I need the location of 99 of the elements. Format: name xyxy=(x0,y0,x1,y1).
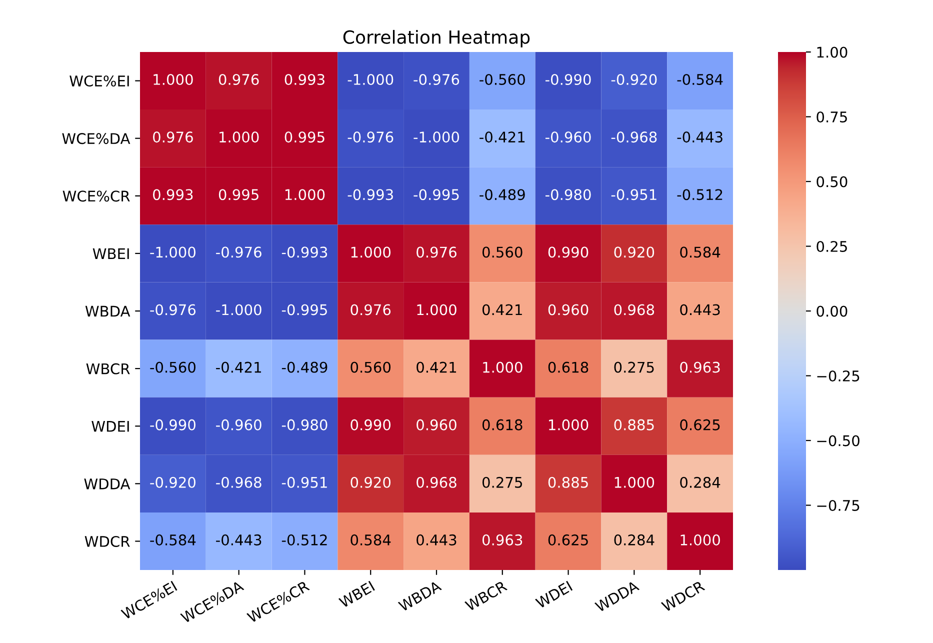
data-label: -1.000 xyxy=(216,304,262,316)
data-label: 0.421 xyxy=(416,362,456,373)
data-label: 0.995 xyxy=(284,132,324,143)
data-label: -0.951 xyxy=(611,189,656,200)
y-tick-label: WDEI xyxy=(92,421,129,432)
data-label: -0.489 xyxy=(282,362,328,373)
data-label: -1.000 xyxy=(348,74,394,86)
data-label: -1.000 xyxy=(414,132,460,143)
data-label: 0.920 xyxy=(614,246,654,258)
data-label: 0.618 xyxy=(548,362,588,373)
data-label: 0.920 xyxy=(350,476,391,488)
chart-title: Correlation Heatmap xyxy=(343,30,530,48)
data-label: -0.995 xyxy=(414,189,459,200)
data-label: 1.000 xyxy=(351,246,391,258)
data-label: 0.560 xyxy=(482,246,522,258)
data-label: 0.993 xyxy=(153,189,193,200)
data-label: -0.976 xyxy=(150,304,196,316)
data-label: 0.963 xyxy=(680,362,720,373)
y-tick-label: WBCR xyxy=(86,363,130,374)
data-label: 0.960 xyxy=(416,419,456,430)
data-label: 0.968 xyxy=(416,476,456,488)
data-label: 0.976 xyxy=(218,74,259,86)
data-label: -0.920 xyxy=(611,74,657,86)
data-label: -0.990 xyxy=(150,419,196,430)
data-label: 1.000 xyxy=(417,304,456,316)
y-tick-label: WCE%CR xyxy=(62,190,130,202)
data-label: -0.951 xyxy=(282,476,327,488)
data-label: -1.000 xyxy=(150,246,196,258)
data-label: 0.995 xyxy=(218,189,258,200)
data-label: -0.995 xyxy=(282,304,327,316)
data-label: 1.000 xyxy=(154,74,193,86)
data-label: 0.625 xyxy=(548,534,588,546)
color-bar-label: −0.25 xyxy=(817,370,860,382)
data-label: 0.976 xyxy=(416,246,456,258)
data-label: -0.443 xyxy=(216,534,262,546)
data-label: 0.421 xyxy=(482,304,522,316)
data-label: 1.000 xyxy=(483,362,522,373)
data-label: 0.976 xyxy=(153,132,193,143)
data-label: -0.512 xyxy=(282,534,327,546)
data-label: -0.584 xyxy=(150,534,196,546)
data-label: -0.980 xyxy=(282,419,328,430)
y-tick-label: WCE%DA xyxy=(62,133,130,144)
data-label: -0.560 xyxy=(480,74,525,86)
data-label: -0.421 xyxy=(216,362,261,373)
data-label: -0.980 xyxy=(545,189,591,200)
data-label: -0.960 xyxy=(545,132,591,143)
y-tick-label: WDDA xyxy=(84,478,130,490)
color-bar-label: 0.25 xyxy=(816,240,847,252)
data-label: 0.990 xyxy=(350,419,391,430)
data-label: 0.885 xyxy=(614,419,654,430)
data-label: 0.443 xyxy=(416,534,456,546)
data-label: 0.990 xyxy=(548,246,588,258)
data-label: 0.284 xyxy=(614,534,654,546)
color-bar-label: −0.50 xyxy=(817,435,860,446)
data-label: 1.000 xyxy=(549,419,588,430)
data-label: -0.976 xyxy=(414,74,460,86)
data-label: -0.560 xyxy=(150,362,196,373)
data-label: 0.443 xyxy=(680,304,720,316)
data-label: 0.885 xyxy=(548,476,588,488)
data-label: -0.443 xyxy=(677,132,722,143)
data-label: -0.489 xyxy=(480,189,525,200)
data-label: -0.990 xyxy=(545,74,591,86)
data-label: 1.000 xyxy=(220,132,259,143)
data-label: 0.960 xyxy=(548,304,588,316)
color-bar-label: 1.00 xyxy=(817,46,848,58)
y-tick-label: WBEI xyxy=(92,248,129,259)
data-label: 0.976 xyxy=(350,304,391,316)
color-bar-label: 0.00 xyxy=(816,306,848,317)
data-label: 1.000 xyxy=(614,476,654,488)
data-label: 0.968 xyxy=(614,304,654,316)
data-label: -0.421 xyxy=(480,132,525,143)
y-tick-label: WBDA xyxy=(85,306,130,317)
data-label: -0.993 xyxy=(348,189,393,200)
data-label: 0.584 xyxy=(350,534,391,546)
color-bar-label: 0.50 xyxy=(816,176,848,188)
data-label: 0.963 xyxy=(482,534,522,546)
color-bar-label: 0.75 xyxy=(816,111,847,122)
data-label: -0.512 xyxy=(677,189,722,200)
data-label: -0.968 xyxy=(611,132,657,143)
data-label: 0.284 xyxy=(680,476,720,488)
data-label: 0.618 xyxy=(482,419,522,430)
y-tick-label: WCE%EI xyxy=(70,75,129,87)
data-label: 0.584 xyxy=(680,246,720,258)
data-label: -0.968 xyxy=(216,476,262,488)
data-label: -0.993 xyxy=(282,246,328,258)
data-label: 0.625 xyxy=(680,419,720,430)
data-label: -0.960 xyxy=(216,419,262,430)
data-label: -0.976 xyxy=(216,246,262,258)
data-label: -0.584 xyxy=(677,74,723,86)
data-label: 0.993 xyxy=(284,74,324,86)
data-label: -0.976 xyxy=(348,132,394,143)
data-label: 0.560 xyxy=(350,362,391,373)
data-label: 0.275 xyxy=(482,476,522,488)
color-bar-label: −0.75 xyxy=(817,500,860,511)
data-label: 1.000 xyxy=(285,189,325,200)
data-label: -0.920 xyxy=(150,476,196,488)
data-label: 0.275 xyxy=(614,362,654,373)
data-label: 1.000 xyxy=(680,534,720,546)
y-tick-label: WDCR xyxy=(84,536,130,547)
